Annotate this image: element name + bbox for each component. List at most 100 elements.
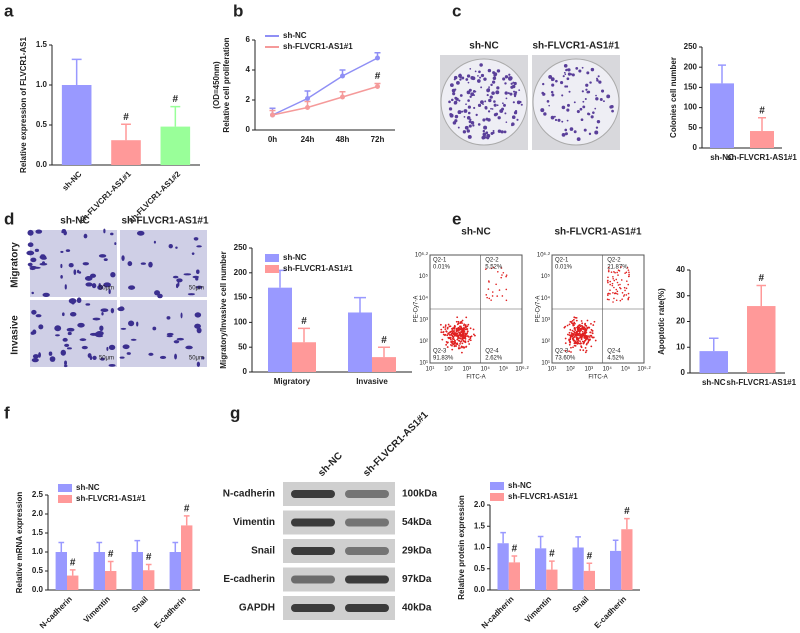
cell	[42, 292, 50, 298]
image-label: sh-FLVCR1-AS1#1	[554, 227, 641, 238]
colony	[487, 118, 491, 122]
event	[568, 323, 571, 326]
event	[492, 266, 495, 269]
event	[571, 329, 574, 332]
cell	[103, 258, 108, 262]
colony	[511, 115, 516, 120]
event	[594, 339, 597, 342]
event	[579, 327, 582, 330]
x-tick-label: Vimentin	[82, 594, 112, 624]
cell	[196, 269, 200, 274]
colony	[520, 103, 523, 106]
event	[607, 269, 610, 271]
event	[455, 320, 458, 323]
flow-y-tick: 10⁴	[419, 295, 429, 302]
bar	[268, 287, 292, 372]
error-bar	[354, 296, 366, 313]
annotation: #	[146, 552, 152, 563]
cell	[110, 307, 115, 314]
panel-label: f	[4, 403, 10, 422]
x-tick-label: E-cadherin	[593, 594, 629, 630]
cell	[54, 325, 62, 332]
colony	[513, 92, 517, 96]
legend-label: sh-NC	[283, 31, 307, 40]
bar	[750, 131, 774, 148]
colony	[463, 109, 468, 113]
event	[446, 334, 449, 337]
cell	[194, 323, 201, 329]
bar	[143, 570, 155, 590]
event	[572, 338, 574, 341]
colony	[473, 94, 475, 96]
event	[628, 273, 630, 276]
colony	[542, 82, 545, 86]
colony	[540, 108, 545, 113]
event	[572, 318, 575, 321]
cell	[76, 297, 82, 304]
colony	[516, 118, 519, 121]
event	[569, 328, 572, 331]
x-tick-label: Snail	[130, 595, 150, 615]
cell	[35, 314, 42, 318]
cell	[191, 252, 195, 256]
cell	[65, 249, 71, 253]
event	[584, 332, 587, 335]
y-tick-label: 4	[246, 65, 251, 74]
event	[441, 338, 444, 341]
image-label: sh-FLVCR1-AS1#1	[121, 216, 208, 227]
colony	[541, 91, 545, 95]
error-bar	[134, 539, 141, 552]
event	[488, 281, 490, 283]
event	[446, 342, 449, 344]
flow-x-tick: 10⁴	[603, 366, 613, 373]
event	[454, 339, 456, 342]
scale-bar: 50μm	[189, 286, 204, 292]
colony	[567, 68, 571, 72]
colony	[505, 97, 508, 100]
cell	[27, 262, 33, 267]
event	[564, 337, 567, 340]
event	[456, 316, 459, 319]
colony	[504, 75, 509, 79]
colony	[486, 88, 491, 93]
event	[446, 346, 449, 348]
colony	[560, 81, 564, 85]
event	[627, 298, 630, 301]
cell	[71, 300, 75, 305]
event	[444, 326, 447, 328]
cell	[108, 288, 111, 294]
colony	[499, 109, 504, 113]
cell	[166, 332, 174, 336]
event	[505, 299, 508, 302]
event	[581, 330, 584, 333]
error-bar	[500, 531, 506, 544]
cell	[62, 312, 65, 317]
colony	[511, 122, 515, 126]
event	[609, 280, 612, 283]
colony	[492, 91, 495, 95]
colony	[480, 73, 485, 78]
colony	[480, 86, 483, 89]
annotation: #	[587, 551, 593, 562]
annotation: #	[512, 544, 518, 555]
y-tick-label: 0.0	[474, 585, 486, 594]
event	[454, 341, 457, 344]
colony	[487, 68, 492, 73]
event	[491, 295, 494, 297]
colony	[497, 129, 502, 133]
colony	[462, 130, 467, 134]
colony	[487, 110, 491, 113]
lane-label: sh-FLVCR1-AS1#1	[361, 409, 431, 479]
event	[574, 342, 577, 345]
colony	[553, 115, 556, 118]
plate	[440, 58, 528, 146]
cell	[128, 320, 135, 327]
event	[577, 337, 579, 340]
cell	[68, 263, 74, 268]
colony	[493, 100, 496, 103]
cell	[61, 230, 64, 234]
error-bar	[511, 555, 518, 563]
bar	[160, 126, 191, 165]
cell	[159, 355, 167, 360]
colony	[571, 73, 575, 77]
